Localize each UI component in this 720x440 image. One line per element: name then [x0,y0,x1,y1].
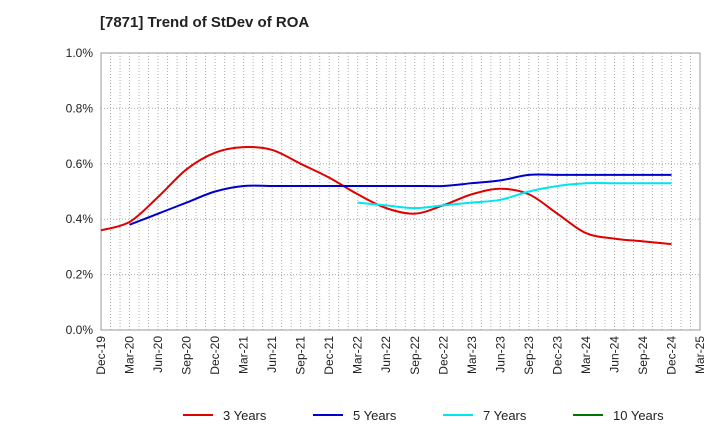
legend-label-5-years: 5 Years [353,408,397,423]
y-tick-label: 0.0% [66,323,94,337]
x-tick-label: Jun-22 [379,336,393,373]
series-line-7-years [357,181,672,210]
x-tick-label: Dec-22 [436,336,450,375]
x-tick-label: Mar-25 [693,336,707,374]
x-tick-label: Dec-19 [94,336,108,375]
legend-label-3-years: 3 Years [223,408,267,423]
x-tick-label: Sep-21 [294,336,308,375]
plot-area [100,52,701,331]
x-tick-label: Jun-21 [265,336,279,373]
series-group [100,146,672,246]
x-tick-label: Sep-22 [408,336,422,375]
x-tick-label: Mar-23 [465,336,479,374]
y-tick-label: 0.8% [66,101,94,115]
y-tick-label: 1.0% [66,46,94,60]
x-tick-label: Jun-23 [493,336,507,373]
y-axis: 0.0% 0.2% 0.4% 0.6% 0.8% 1.0% [66,46,94,337]
x-tick-label: Sep-23 [522,336,536,375]
legend-label-10-years: 10 Years [613,408,664,423]
x-tick-label: Mar-21 [237,336,251,374]
series-line-5-years [129,173,672,226]
series-line-3-years [100,146,672,246]
grid [101,53,700,330]
x-tick-label: Mar-22 [351,336,365,374]
x-tick-label: Jun-24 [607,336,621,373]
x-tick-label: Dec-20 [208,336,222,375]
x-tick-label: Dec-23 [550,336,564,375]
chart-title: [7871] Trend of StDev of ROA [100,14,310,31]
y-tick-label: 0.2% [66,268,94,282]
x-tick-label: Jun-20 [151,336,165,373]
x-tick-label: Sep-20 [180,336,194,375]
x-tick-label: Dec-21 [322,336,336,375]
x-tick-label: Mar-24 [579,336,593,374]
legend: 3 Years 5 Years 7 Years 10 Years [183,408,664,423]
y-tick-label: 0.6% [66,157,94,171]
legend-label-7-years: 7 Years [483,408,527,423]
x-axis: Dec-19 Mar-20 Jun-20 Sep-20 Dec-20 Mar-21 Jun-… [94,336,707,375]
x-tick-label: Mar-20 [123,336,137,374]
y-tick-label: 0.4% [66,212,94,226]
x-tick-label: Sep-24 [636,336,650,375]
x-tick-label: Dec-24 [664,336,678,375]
